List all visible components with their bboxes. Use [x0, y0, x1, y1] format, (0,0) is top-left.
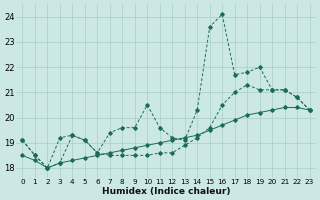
X-axis label: Humidex (Indice chaleur): Humidex (Indice chaleur) [102, 187, 230, 196]
